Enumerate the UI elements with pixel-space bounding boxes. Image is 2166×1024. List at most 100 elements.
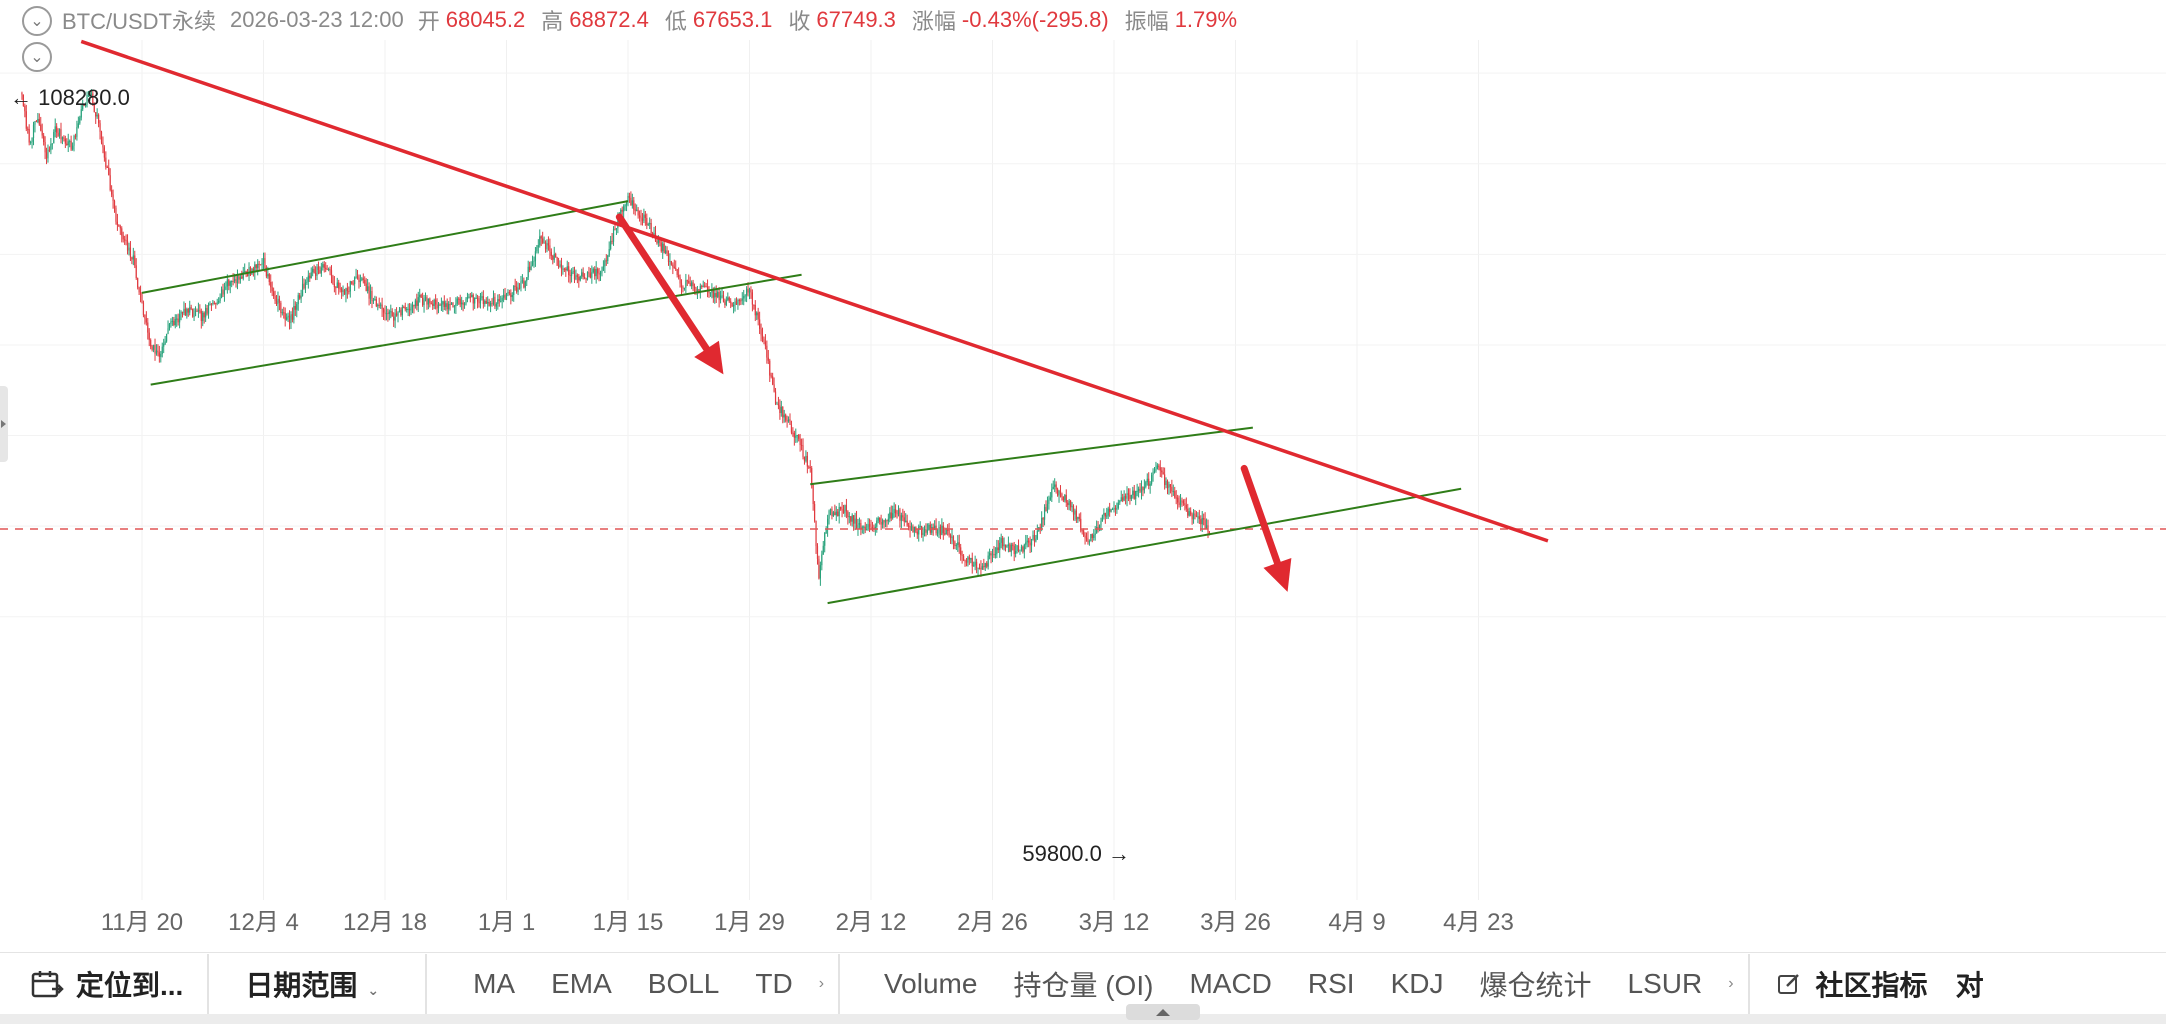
candle-body <box>151 346 153 350</box>
locate-button[interactable]: 定位到... <box>0 964 201 1004</box>
candle-body <box>387 313 389 315</box>
expand-chevron-icon[interactable]: ⌄ <box>22 42 52 72</box>
indicator-oi[interactable]: 持仓量 (OI) <box>1013 970 1154 1001</box>
candle-body <box>1091 534 1093 538</box>
candle-body <box>748 289 751 293</box>
candle-body <box>734 301 736 306</box>
candle-body <box>735 301 738 305</box>
candle-body <box>800 444 803 446</box>
indicator-lsur[interactable]: LSUR <box>1627 968 1703 999</box>
candle-body <box>971 557 973 567</box>
candle-body <box>290 314 292 324</box>
candle-body <box>51 143 53 145</box>
indicator-liquidation[interactable]: 爆仓统计 <box>1479 970 1592 1001</box>
candle-body <box>236 275 239 284</box>
candle-body <box>414 300 416 307</box>
side-panel-handle[interactable] <box>0 386 8 462</box>
candle-body <box>730 301 732 303</box>
candle-body <box>517 287 519 292</box>
candle-body <box>485 300 487 304</box>
candle-body <box>160 353 162 357</box>
candle-body <box>1003 544 1005 547</box>
candle-body <box>923 529 926 533</box>
candle-body <box>1072 505 1075 515</box>
candle-body <box>540 236 542 239</box>
candle-body <box>967 557 969 563</box>
candle-body <box>288 315 291 324</box>
candle-body <box>1111 508 1114 510</box>
candle-body <box>171 320 173 322</box>
candle-body <box>273 291 275 297</box>
candle-body <box>651 232 654 236</box>
candle-body <box>1153 470 1156 473</box>
chevron-right-icon[interactable]: › <box>1728 975 1734 992</box>
candle-body <box>229 281 231 286</box>
candle-body <box>220 289 223 298</box>
candle-body <box>760 328 762 336</box>
candle-body <box>1090 534 1092 542</box>
candle-body <box>607 255 609 262</box>
candle-body <box>448 304 450 310</box>
candle-body <box>1013 545 1015 554</box>
candle-body <box>840 506 842 510</box>
candle-body <box>83 104 85 107</box>
indicator-ma[interactable]: MA <box>473 968 516 999</box>
candle-body <box>154 344 156 354</box>
indicator-kdj[interactable]: KDJ <box>1390 968 1444 999</box>
candle-body <box>267 274 269 277</box>
candle-body <box>555 253 557 258</box>
chevron-right-icon[interactable]: › <box>818 975 825 992</box>
toolbar-trailing-item[interactable]: 对 <box>1955 970 1984 1001</box>
date-range-button[interactable]: 日期范围 ⌄ <box>215 964 397 1004</box>
candle-body <box>984 563 986 568</box>
candle-body <box>880 522 882 525</box>
candle-body <box>179 314 181 323</box>
indicator-boll[interactable]: BOLL <box>647 968 720 999</box>
candle-body <box>84 104 87 107</box>
candle-body <box>640 217 642 219</box>
candle-body <box>544 242 547 250</box>
candle-body <box>458 298 460 300</box>
toolbar-divider <box>207 954 210 1014</box>
candle-body <box>1097 526 1099 529</box>
candle-body <box>692 282 694 287</box>
candle-body <box>854 518 856 524</box>
indicator-td[interactable]: TD <box>755 968 793 999</box>
x-axis: 11月 20 12月 4 12月 18 1月 1 1月 15 1月 29 2月 12 2月 2… <box>101 909 1514 936</box>
candle-body <box>43 135 45 143</box>
candle-body <box>1049 497 1051 500</box>
candle-body <box>667 253 670 262</box>
expand-panel-handle[interactable] <box>1126 1004 1200 1020</box>
candle-body <box>268 274 270 283</box>
candle-body <box>955 545 957 547</box>
channel-line <box>141 200 629 294</box>
candle-body <box>795 435 797 438</box>
candle-body <box>550 251 552 256</box>
candle-body <box>599 272 602 275</box>
candle-body <box>1149 483 1151 486</box>
candle-body <box>783 414 785 418</box>
candle-body <box>359 280 362 283</box>
indicator-volume[interactable]: Volume <box>884 968 978 999</box>
candle-body <box>1035 538 1037 542</box>
candle-body <box>138 287 140 293</box>
collapse-chevron-icon[interactable]: ⌄ <box>22 6 52 36</box>
candle-body <box>427 298 429 305</box>
candle-body <box>867 524 869 530</box>
candle-body <box>322 264 324 268</box>
bottom-scrollbar[interactable] <box>0 1014 2166 1024</box>
candle-body <box>238 275 240 280</box>
indicator-ema[interactable]: EMA <box>551 968 612 999</box>
candle-body <box>355 276 357 278</box>
candle-body <box>461 302 463 305</box>
candlestick-chart[interactable]: 11月 20 12月 4 12月 18 1月 1 1月 15 1月 29 2月 12 2月 2… <box>0 0 2166 952</box>
community-indicators-button[interactable]: 社区指标 <box>1756 964 1946 1004</box>
drawings[interactable] <box>0 39 2166 605</box>
candle-body <box>436 304 438 309</box>
indicator-macd[interactable]: MACD <box>1189 968 1272 999</box>
indicator-rsi[interactable]: RSI <box>1307 968 1355 999</box>
candle-body <box>767 357 769 361</box>
candle-body <box>1058 490 1060 496</box>
symbol-label[interactable]: BTC/USDT永续 <box>62 9 217 34</box>
candle-body <box>466 297 469 300</box>
